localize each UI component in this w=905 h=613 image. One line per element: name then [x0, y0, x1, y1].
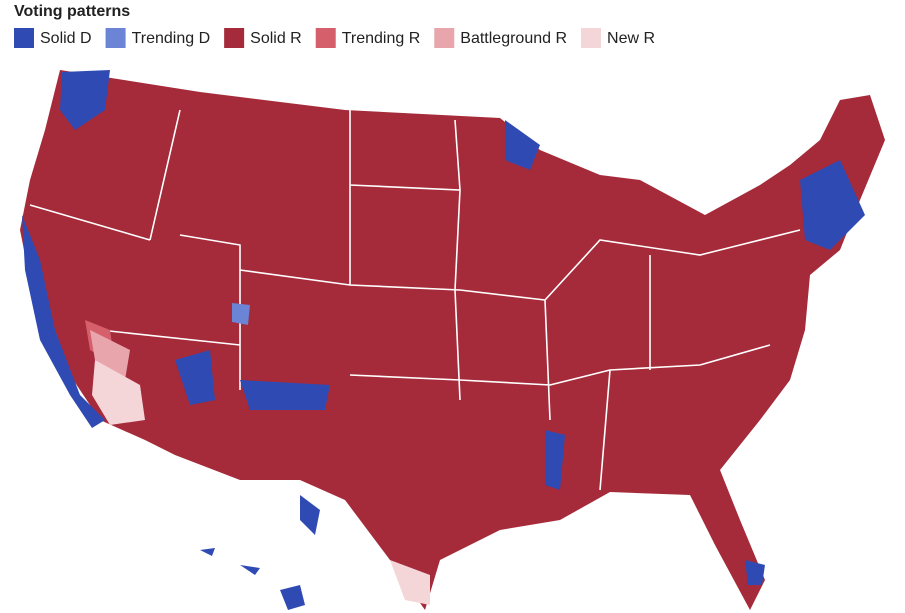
- minnesota-metro: [505, 120, 540, 170]
- legend-label: Solid R: [250, 30, 302, 47]
- northeast: [800, 160, 865, 250]
- legend: Solid D Trending D Solid R Trending R Battle…: [14, 28, 655, 48]
- rio-grande-valley: [390, 560, 430, 605]
- west-coast: [22, 215, 105, 428]
- legend-swatch: [14, 28, 34, 48]
- inland-empire: [90, 330, 130, 380]
- legend-swatch: [224, 28, 245, 48]
- state-borders: [29, 109, 801, 491]
- legend-label: Trending D: [132, 30, 211, 47]
- legend-swatch: [434, 28, 455, 48]
- legend-label: Solid D: [40, 30, 92, 47]
- mississippi-delta: [545, 430, 565, 490]
- legend-swatch: [581, 28, 602, 48]
- map-title: Voting patterns: [14, 3, 130, 20]
- us-mainland: [20, 70, 885, 610]
- south-texas: [300, 495, 320, 535]
- colorado-trending: [232, 303, 250, 325]
- hawaii: [200, 548, 305, 610]
- southern-california: [92, 360, 145, 425]
- us-county-map: [20, 70, 885, 610]
- legend-swatch: [315, 28, 336, 48]
- south-florida: [745, 560, 765, 585]
- legend-label: Battleground R: [460, 30, 567, 47]
- legend-swatch: [105, 28, 126, 48]
- legend-label: New R: [607, 30, 655, 47]
- nevada-cluster: [175, 350, 215, 405]
- new-mexico-cluster: [240, 380, 330, 410]
- puget-sound: [60, 70, 110, 130]
- legend-label: Trending R: [342, 30, 421, 47]
